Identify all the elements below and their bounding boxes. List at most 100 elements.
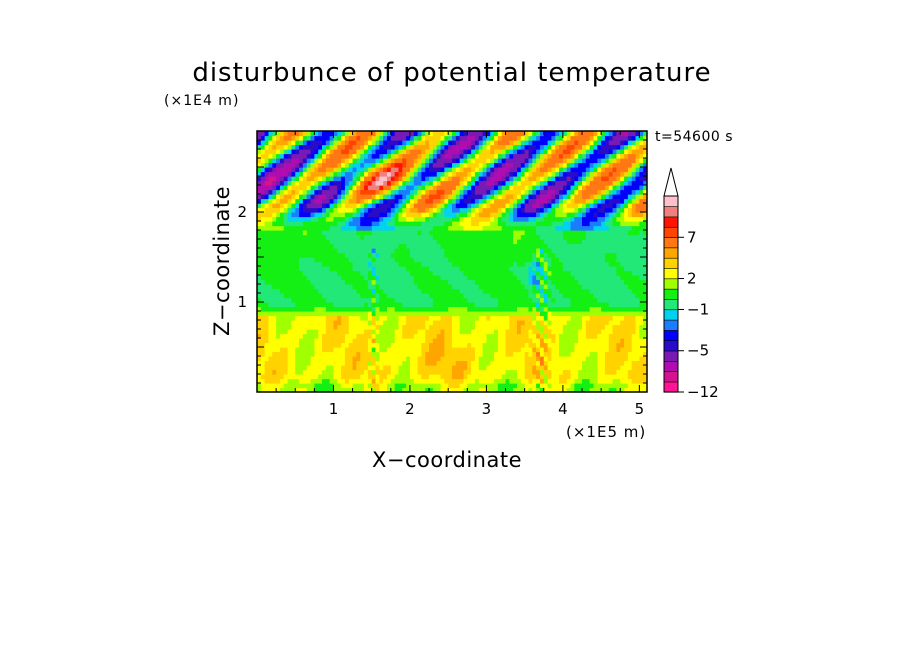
heatmap-cell — [387, 284, 392, 290]
heatmap-cell — [574, 171, 579, 177]
heatmap-cell — [585, 302, 591, 308]
heatmap-cell — [375, 297, 380, 303]
heatmap-cell — [325, 216, 331, 222]
heatmap-cell — [501, 297, 507, 303]
heatmap-cell — [295, 203, 300, 209]
heatmap-cell — [390, 171, 396, 177]
heatmap-cell — [329, 189, 335, 195]
heatmap-cell — [532, 275, 537, 281]
heatmap-cell — [276, 248, 281, 254]
heatmap-cell — [279, 315, 285, 321]
heatmap-cell — [390, 374, 396, 380]
heatmap-cell — [635, 221, 640, 227]
heatmap-cell — [574, 383, 579, 389]
heatmap-cell — [452, 351, 457, 357]
heatmap-cell — [559, 252, 564, 258]
heatmap-cell — [306, 176, 312, 182]
heatmap-cell — [318, 275, 323, 281]
heatmap-cell — [367, 387, 373, 392]
heatmap-cell — [539, 198, 545, 204]
heatmap-cell — [627, 369, 633, 375]
heatmap-cell — [287, 356, 293, 362]
heatmap-cell — [272, 284, 277, 290]
heatmap-cell — [624, 257, 629, 263]
heatmap-cell — [260, 329, 266, 335]
heatmap-cell — [291, 180, 296, 186]
heatmap-cell — [352, 198, 358, 204]
heatmap-cell — [585, 189, 591, 195]
heatmap-cell — [318, 266, 323, 272]
heatmap-cell — [440, 360, 445, 366]
heatmap-cell — [452, 369, 457, 375]
heatmap-cell — [421, 203, 426, 209]
heatmap-cell — [436, 342, 442, 348]
heatmap-cell — [387, 275, 392, 281]
heatmap-cell — [543, 203, 549, 209]
heatmap-cell — [474, 207, 480, 213]
heatmap-cell — [406, 216, 411, 222]
heatmap-cell — [501, 270, 507, 276]
heatmap-cell — [455, 203, 461, 209]
heatmap-cell — [574, 198, 579, 204]
heatmap-cell — [570, 369, 575, 375]
heatmap-cell — [390, 311, 396, 317]
heatmap-cell — [497, 279, 503, 285]
heatmap-cell — [631, 306, 637, 312]
heatmap-cell — [314, 365, 319, 371]
heatmap-cell — [597, 185, 602, 191]
heatmap-cell — [333, 203, 338, 209]
heatmap-cell — [631, 266, 637, 272]
heatmap-cell — [295, 284, 300, 290]
heatmap-cell — [524, 203, 530, 209]
heatmap-cell — [555, 306, 560, 312]
heatmap-cell — [429, 239, 434, 245]
heatmap-cell — [360, 198, 365, 204]
heatmap-cell — [417, 378, 423, 384]
heatmap-cell — [379, 378, 384, 384]
heatmap-cell — [539, 203, 545, 209]
heatmap-cell — [329, 383, 335, 389]
heatmap-cell — [379, 266, 384, 272]
heatmap-cell — [383, 383, 388, 389]
heatmap-cell — [352, 311, 358, 317]
heatmap-cell — [551, 252, 556, 258]
heatmap-cell — [276, 203, 281, 209]
heatmap-cell — [543, 257, 549, 263]
heatmap-cell — [539, 234, 545, 240]
heatmap-cell — [364, 293, 369, 299]
heatmap-cell — [520, 378, 526, 384]
heatmap-cell — [524, 261, 530, 267]
heatmap-cell — [257, 333, 262, 339]
heatmap-cell — [570, 189, 575, 195]
heatmap-cell — [440, 333, 445, 339]
heatmap-cell — [589, 378, 595, 384]
heatmap-cell — [509, 180, 514, 186]
heatmap-cell — [425, 365, 430, 371]
heatmap-cell — [310, 176, 315, 182]
heatmap-cell — [337, 203, 342, 209]
heatmap-cell — [413, 315, 419, 321]
heatmap-cell — [589, 239, 595, 245]
heatmap-cell — [436, 221, 442, 227]
heatmap-cell — [394, 324, 400, 330]
heatmap-cell — [279, 333, 285, 339]
heatmap-cell — [429, 207, 434, 213]
heatmap-cell — [387, 198, 392, 204]
heatmap-cell — [509, 320, 514, 326]
heatmap-cell — [352, 356, 358, 362]
heatmap-cell — [497, 329, 503, 335]
heatmap-cell — [429, 347, 434, 353]
heatmap-cell — [463, 234, 468, 240]
heatmap-cell — [302, 324, 308, 330]
heatmap-cell — [432, 356, 438, 362]
heatmap-cell — [276, 365, 281, 371]
heatmap-cell — [337, 338, 342, 344]
heatmap-cell — [383, 302, 388, 308]
heatmap-cell — [371, 239, 377, 245]
heatmap-cell — [390, 387, 396, 392]
heatmap-cell — [574, 248, 579, 254]
heatmap-cell — [367, 347, 373, 353]
heatmap-cell — [562, 369, 568, 375]
heatmap-cell — [448, 351, 453, 357]
heatmap-cell — [364, 180, 369, 186]
